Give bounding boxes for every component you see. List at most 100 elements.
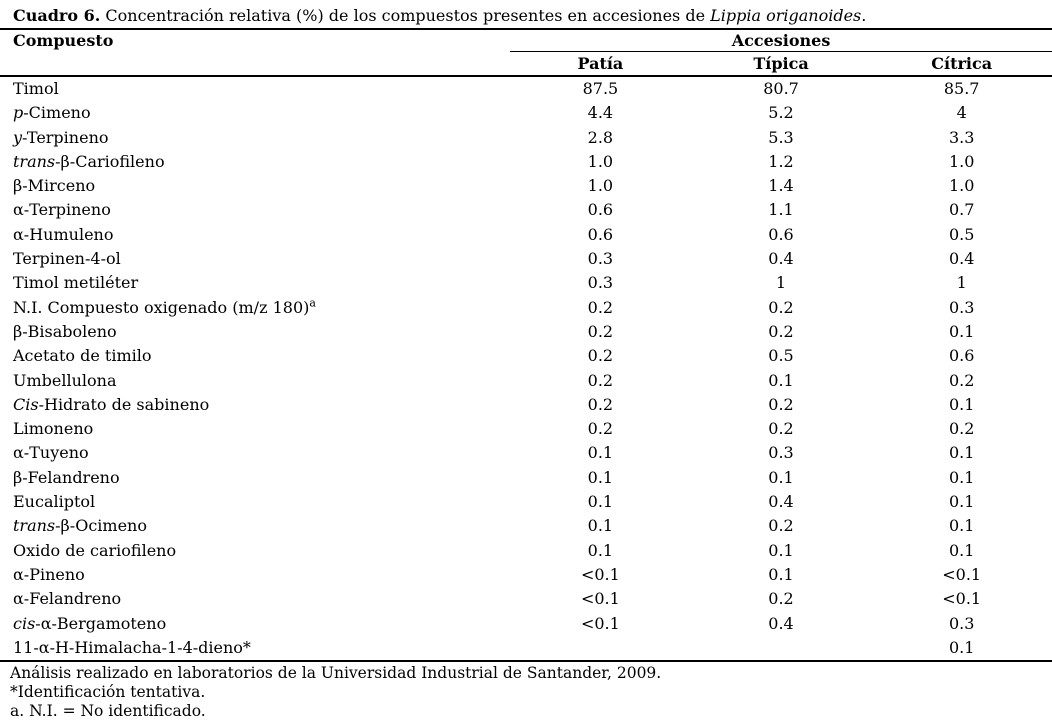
- table-row: Eucaliptol 0.1 0.4 0.1: [0, 490, 1052, 514]
- value-cell: 0.2: [768, 321, 794, 341]
- value-cell: 0.1: [948, 394, 975, 414]
- compound-name: cis-α-Bergamoteno: [0, 612, 510, 636]
- compound-name-segment: β-Felandreno: [13, 467, 120, 487]
- value-cell: [510, 635, 691, 663]
- table-row: trans-β-Cariofileno 1.0 1.2 1.0: [0, 150, 1052, 174]
- compound-name: 11-α-H-Himalacha-1-4-dieno*: [0, 635, 511, 663]
- value-cell: 0.1: [768, 467, 794, 487]
- compound-name-segment: 11-α-H-Himalacha-1-4-dieno*: [13, 637, 251, 657]
- compound-name-segment: -α-Bergamoteno: [35, 613, 167, 633]
- value-cell: 0.2: [948, 419, 975, 439]
- group-header-row: Compuesto Accesiones: [0, 30, 1052, 77]
- value-cell: 0.2: [768, 297, 794, 317]
- value-cell: 1.0: [948, 151, 975, 171]
- value-cell: 0.7: [948, 200, 975, 220]
- value-cell: 0.1: [587, 492, 614, 512]
- compound-name-segment: β-Bisaboleno: [13, 321, 117, 341]
- table-row: y-Terpineno 2.8 5.3 3.3: [0, 126, 1052, 150]
- value-cell: 0.1: [948, 467, 975, 487]
- value-cell: 0.2: [948, 370, 975, 390]
- compound-name-segment: Terpinen-4-ol: [13, 249, 121, 269]
- compound-name-segment: Timol metiléter: [13, 273, 139, 293]
- compound-name-segment: α-Humuleno: [13, 224, 114, 244]
- accession-header-row: Patía Típica Cítrica: [0, 51, 1052, 77]
- caption-label: Cuadro 6.: [13, 6, 101, 25]
- value-cell: 0.1: [768, 564, 794, 584]
- compound-name: trans-β-Ocimeno: [0, 514, 510, 538]
- value-cell: 0.2: [587, 370, 614, 390]
- compound-name-segment: α-Felandreno: [13, 589, 122, 609]
- compound-name-segment: y: [13, 127, 23, 147]
- compound-name: Eucaliptol: [0, 490, 510, 514]
- value-cell: 0.1: [948, 321, 975, 341]
- compound-name-segment: Umbellulona: [13, 370, 117, 390]
- value-cell: 0.6: [587, 224, 614, 244]
- compound-name-segment: -β-Ocimeno: [55, 516, 147, 536]
- column-header-patia: Patía: [510, 51, 691, 77]
- value-cell: 0.1: [871, 635, 1052, 663]
- value-cell: 0.3: [948, 613, 975, 633]
- compound-name-segment: trans: [13, 151, 56, 171]
- table-row: N.I. Compuesto oxigenado (m/z 180)a 0.2 0.…: [0, 296, 1052, 320]
- compound-name-segment: p: [13, 103, 24, 123]
- caption-text: Concentración relativa (%) de los compue…: [100, 6, 711, 25]
- table-row: α-Terpineno 0.6 1.1 0.7: [0, 198, 1052, 222]
- compound-name: Oxido de cariofileno: [0, 539, 510, 563]
- value-cell: 0.3: [768, 443, 794, 463]
- compound-name-segment: α-Pineno: [13, 564, 85, 584]
- compound-name: trans-β-Cariofileno: [0, 150, 510, 174]
- value-cell: 1.0: [587, 151, 614, 171]
- table-row: α-Felandreno <0.1 0.2 <0.1: [0, 587, 1052, 611]
- compound-name: Timol: [0, 76, 510, 101]
- compound-name: p-Cimeno: [0, 101, 510, 125]
- value-cell: <0.1: [580, 564, 620, 584]
- value-cell: 0.2: [768, 419, 794, 439]
- compound-name: N.I. Compuesto oxigenado (m/z 180)a: [0, 296, 510, 320]
- value-cell: 0.3: [587, 249, 614, 269]
- compound-name: β-Bisaboleno: [0, 320, 510, 344]
- value-cell: 85.7: [943, 79, 980, 98]
- table-row: cis-α-Bergamoteno <0.1 0.4 0.3: [0, 612, 1052, 636]
- compound-name: Terpinen-4-ol: [0, 247, 510, 271]
- value-cell: 0.2: [768, 516, 794, 536]
- caption-species: Lippia origanoides: [710, 6, 862, 25]
- column-header-compuesto: Compuesto: [0, 30, 511, 77]
- table-caption: Cuadro 6. Concentración relativa (%) de …: [0, 0, 1052, 30]
- value-cell: 0.4: [768, 249, 794, 269]
- compound-name-segment: Cis: [13, 394, 39, 414]
- table-row: Cis-Hidrato de sabineno 0.2 0.2 0.1: [0, 393, 1052, 417]
- value-cell: 0.2: [587, 394, 614, 414]
- compound-name-segment: α-Terpineno: [13, 200, 111, 220]
- compound-name-segment: Timol: [13, 79, 59, 98]
- compound-name: Timol metiléter: [0, 271, 510, 295]
- value-cell: <0.1: [580, 589, 620, 609]
- value-cell: 0.2: [768, 589, 794, 609]
- value-cell: 0.6: [948, 346, 975, 366]
- compound-name: y-Terpineno: [0, 126, 510, 150]
- compound-name: α-Tuyeno: [0, 441, 510, 465]
- value-cell: 0.2: [587, 321, 614, 341]
- value-cell: 0.6: [587, 200, 614, 220]
- compound-name: α-Pineno: [0, 563, 510, 587]
- value-cell: 0.1: [587, 467, 614, 487]
- column-header-citrica: Cítrica: [871, 51, 1052, 77]
- table-row: β-Mirceno 1.0 1.4 1.0: [0, 174, 1052, 198]
- value-cell: 0.1: [587, 516, 614, 536]
- footnote-ni: a. N.I. = No identificado.: [10, 702, 206, 721]
- value-cell: 0.1: [948, 540, 975, 560]
- table-row: β-Felandreno 0.1 0.1 0.1: [0, 466, 1052, 490]
- value-cell: 5.2: [768, 103, 794, 123]
- value-cell: <0.1: [942, 589, 982, 609]
- compound-name-segment: trans: [13, 516, 56, 536]
- footnote-asterisk: *Identificación tentativa.: [10, 683, 206, 702]
- value-cell: 0.5: [948, 224, 975, 244]
- value-cell: 0.1: [948, 492, 975, 512]
- compound-name-segment: -Terpineno: [22, 127, 109, 147]
- table-row: trans-β-Ocimeno 0.1 0.2 0.1: [0, 514, 1052, 538]
- value-cell: 1: [775, 273, 787, 293]
- value-cell: 0.4: [768, 492, 794, 512]
- compound-name: β-Felandreno: [0, 466, 510, 490]
- value-cell: 1.2: [768, 151, 794, 171]
- value-cell: 4: [956, 103, 967, 123]
